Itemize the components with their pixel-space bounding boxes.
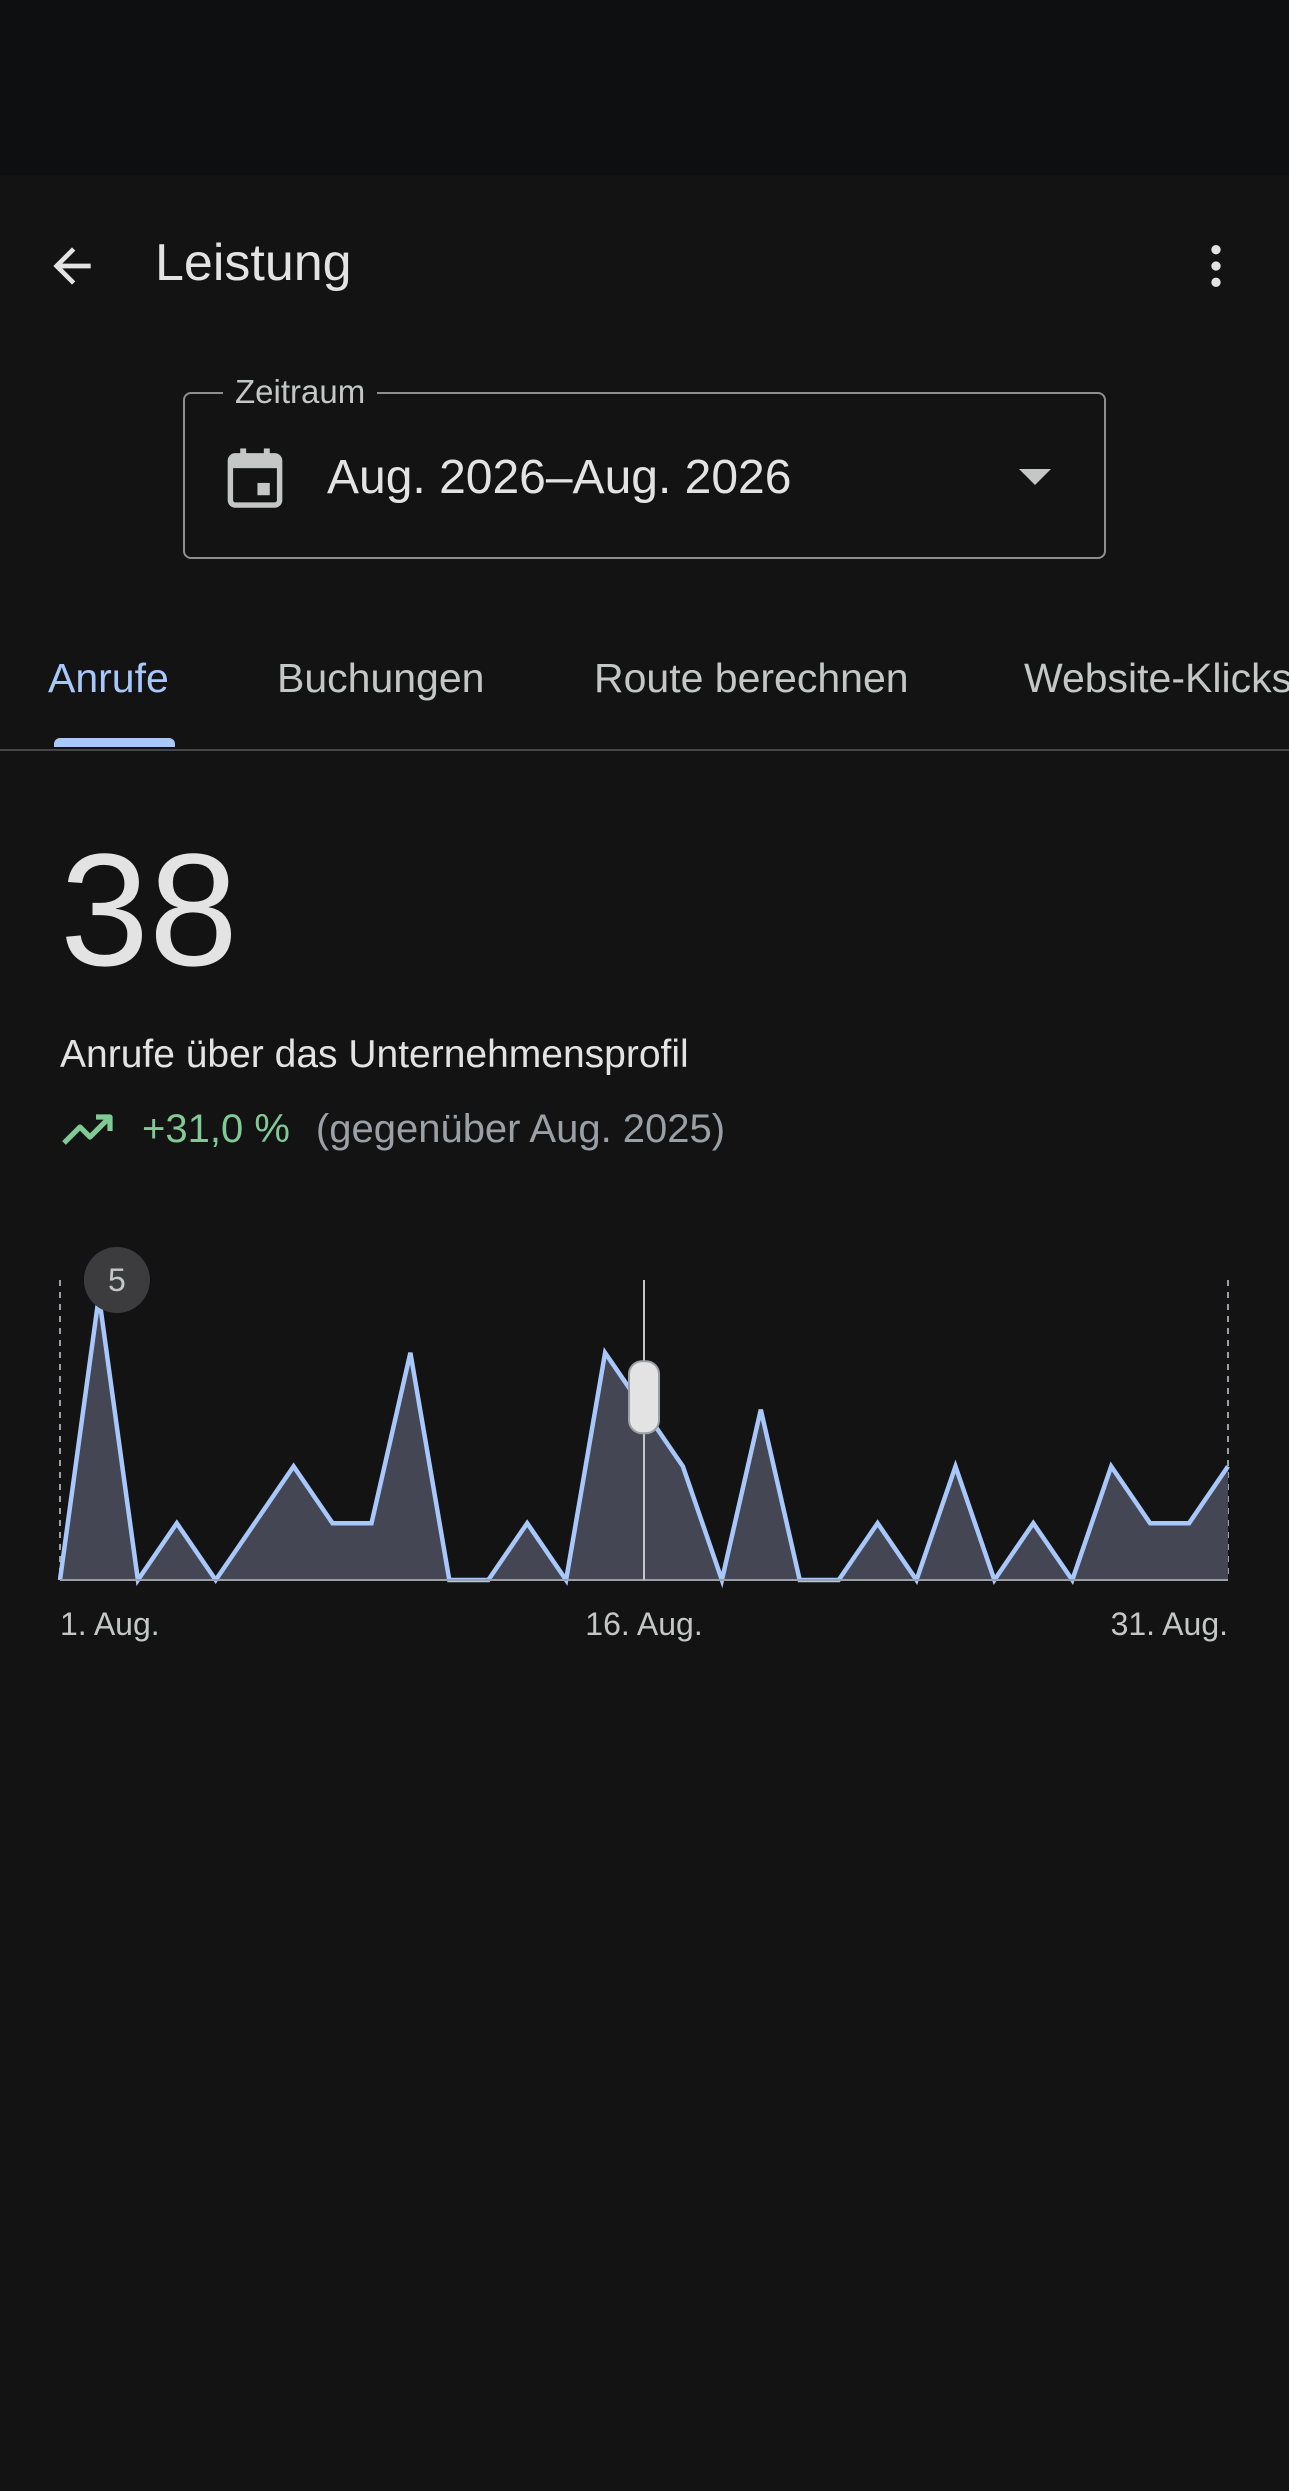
trend-change: +31,0 %: [142, 1106, 290, 1151]
tab-anrufe[interactable]: Anrufe: [48, 655, 169, 701]
chart-point-25: [991, 1577, 997, 1583]
tab-route-berechnen[interactable]: Route berechnen: [594, 655, 909, 701]
date-range-select[interactable]: Zeitraum Aug. 2026–Aug. 2026: [183, 372, 1106, 559]
chart-point-11: [446, 1577, 452, 1583]
tab-bar: Anrufe Buchungen Route berechnen Website…: [0, 630, 1289, 752]
dropdown-arrow-icon: [1019, 469, 1051, 485]
chart-point-5: [213, 1577, 219, 1583]
chart-max-badge: [83, 1247, 150, 1313]
chart-point-10: [407, 1350, 413, 1356]
more-vert-icon: [1211, 245, 1221, 287]
calendar-icon: [227, 448, 283, 508]
chart-point-9: [368, 1520, 374, 1526]
tabs-divider: [0, 749, 1289, 751]
chart-point-27: [1069, 1577, 1075, 1583]
chart-cursor-handle[interactable]: [628, 1360, 660, 1435]
chart-point-26: [1030, 1520, 1036, 1526]
chart-point-4: [174, 1520, 180, 1526]
calls-chart[interactable]: 5 1. Aug. 16. Aug. 31. Aug.: [0, 1230, 1289, 1670]
x-tick-label: 16. Aug.: [585, 1606, 702, 1642]
date-range-value: Aug. 2026–Aug. 2026: [327, 451, 792, 504]
chart-point-21: [836, 1577, 842, 1583]
x-tick-label: 31. Aug.: [1111, 1606, 1228, 1642]
trend-row: +31,0 % (gegenüber Aug. 2025): [60, 1100, 725, 1158]
tab-website-klicks[interactable]: Website-Klicks: [1024, 655, 1289, 701]
back-button[interactable]: [36, 230, 108, 302]
more-options-button[interactable]: [1180, 230, 1252, 302]
chart-point-7: [291, 1463, 297, 1469]
chart-point-14: [563, 1577, 569, 1583]
chart-point-20: [797, 1577, 803, 1583]
metric-label: Anrufe über das Unternehmensprofil: [60, 1033, 689, 1076]
chart-point-13: [524, 1520, 530, 1526]
total-calls-value: 38: [60, 820, 238, 999]
chart-point-24: [952, 1463, 958, 1469]
app-bar: Leistung: [0, 175, 1289, 345]
chart-point-29: [1147, 1520, 1153, 1526]
chart-max-label: 5: [108, 1262, 126, 1298]
chart-point-22: [875, 1520, 881, 1526]
chart-point-23: [914, 1577, 920, 1583]
chart-point-31: [1225, 1463, 1231, 1469]
chart-point-30: [1186, 1520, 1192, 1526]
chart-point-1: [57, 1577, 63, 1583]
chart-point-12: [485, 1577, 491, 1583]
trending-up-icon: [62, 1114, 113, 1145]
chart-point-19: [758, 1407, 764, 1413]
chart-point-18: [719, 1577, 725, 1583]
status-bar: [0, 0, 1289, 175]
chart-point-17: [680, 1463, 686, 1469]
chart-point-28: [1108, 1463, 1114, 1469]
chart-point-8: [330, 1520, 336, 1526]
active-tab-indicator: [54, 738, 175, 747]
chart-point-3: [135, 1577, 141, 1583]
tab-buchungen[interactable]: Buchungen: [277, 655, 485, 701]
page-title: Leistung: [155, 234, 352, 292]
x-tick-label: 1. Aug.: [60, 1606, 160, 1642]
date-range-label: Zeitraum: [223, 372, 378, 412]
chart-point-6: [252, 1520, 258, 1526]
chart-point-15: [602, 1350, 608, 1356]
arrow-back-icon: [53, 247, 91, 285]
trend-compare: (gegenüber Aug. 2025): [315, 1106, 726, 1151]
